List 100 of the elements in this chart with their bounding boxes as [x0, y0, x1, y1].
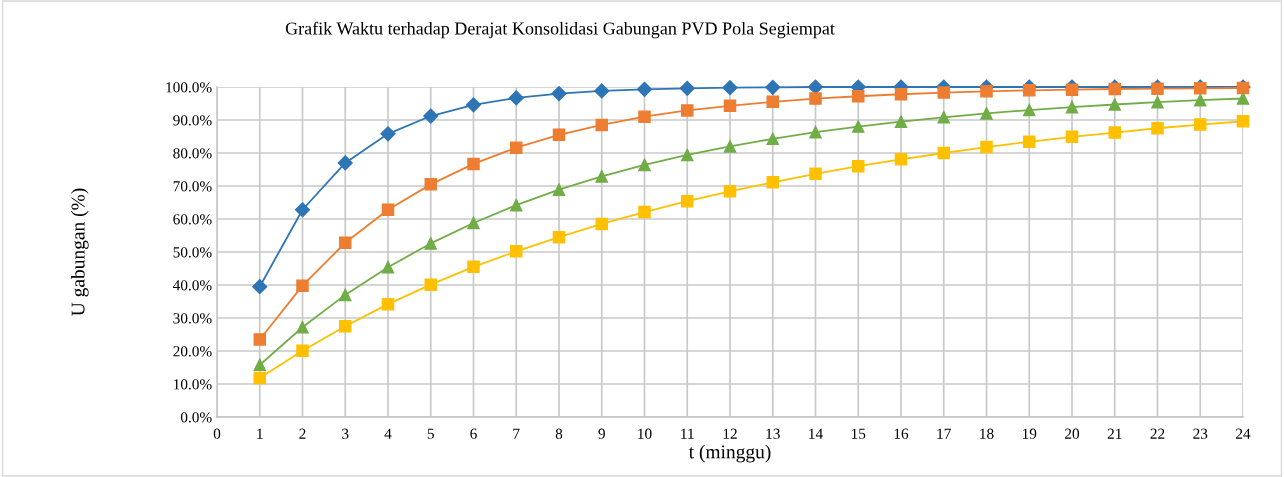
point — [851, 120, 865, 133]
point — [680, 104, 694, 117]
point — [1236, 115, 1250, 128]
x-tick-label: 14 — [809, 428, 823, 439]
y-tick-label: 100.0% — [166, 82, 212, 93]
point — [765, 79, 781, 95]
x-axis-title: t (minggu) — [688, 444, 771, 463]
y-tick-label: 50.0% — [173, 247, 212, 258]
point — [509, 141, 523, 154]
point — [595, 118, 609, 132]
point — [381, 297, 395, 311]
x-tick-label: 22 — [1150, 428, 1165, 439]
point — [638, 110, 651, 123]
point — [509, 245, 523, 258]
y-tick-label: 80.0% — [173, 148, 212, 159]
x-tick-label: 12 — [723, 428, 737, 439]
point — [723, 99, 737, 113]
point — [766, 95, 780, 109]
point — [594, 83, 610, 99]
point — [680, 148, 694, 162]
point — [467, 157, 480, 171]
point — [252, 279, 268, 295]
x-tick-label: 11 — [681, 428, 694, 439]
point — [552, 230, 566, 244]
chart-title: Grafik Waktu terhadap Derajat Konsolidasi Gabungan PVD Pola Segiempat — [285, 21, 835, 39]
point — [636, 81, 653, 97]
x-tick-label: 21 — [1107, 428, 1122, 439]
x-tick-label: 8 — [555, 428, 563, 439]
point — [894, 153, 908, 166]
x-tick-label: 4 — [384, 428, 392, 439]
x-tick-label: 13 — [766, 428, 780, 439]
point — [253, 333, 267, 346]
point — [638, 205, 651, 219]
point — [807, 79, 824, 95]
point — [723, 185, 737, 198]
y-tick-label: 90.0% — [173, 115, 212, 126]
point — [1151, 121, 1164, 135]
point — [296, 344, 309, 357]
x-tick-label: 0 — [213, 428, 221, 439]
point — [509, 198, 523, 212]
y-tick-label: 20.0% — [173, 346, 212, 357]
point — [595, 217, 609, 231]
point — [1151, 95, 1164, 109]
x-tick-label: 19 — [1022, 428, 1037, 439]
point — [337, 155, 353, 171]
point — [809, 167, 822, 181]
point — [552, 183, 566, 196]
point — [1193, 93, 1207, 107]
point — [294, 202, 311, 218]
point — [296, 320, 309, 334]
point — [851, 89, 865, 103]
point — [980, 85, 993, 98]
x-tick-label: 6 — [470, 428, 477, 439]
y-tick-label: 0.0% — [180, 412, 212, 423]
point — [1022, 84, 1036, 97]
point — [552, 128, 566, 142]
y-tick-label: 60.0% — [173, 214, 212, 225]
x-tick-label: 23 — [1193, 428, 1208, 439]
point — [465, 97, 482, 113]
y-tick-label: 10.0% — [174, 379, 212, 390]
point — [296, 279, 309, 292]
x-tick-label: 5 — [427, 428, 434, 439]
point — [424, 237, 438, 250]
x-tick-label: 16 — [894, 428, 909, 439]
x-tick-label: 18 — [980, 428, 994, 439]
point — [1065, 130, 1079, 144]
point — [381, 260, 395, 274]
point — [253, 371, 267, 385]
point — [766, 132, 780, 146]
x-tick-label: 2 — [299, 428, 306, 439]
point — [638, 158, 651, 172]
point — [338, 288, 352, 302]
x-tick-label: 3 — [342, 428, 349, 439]
point — [894, 115, 908, 128]
point — [980, 107, 993, 120]
point — [894, 88, 908, 101]
point — [1108, 98, 1122, 111]
x-tick-label: 10 — [638, 428, 652, 439]
point — [338, 236, 352, 250]
x-tick-label: 7 — [513, 428, 520, 439]
point — [380, 126, 396, 142]
point — [766, 176, 780, 189]
point — [937, 86, 951, 99]
point — [1065, 83, 1079, 96]
point — [980, 140, 993, 154]
point — [381, 203, 395, 217]
x-tick-label: 15 — [851, 428, 866, 439]
y-tick-label: 70.0% — [173, 181, 212, 192]
y-tick-label: 30.0% — [173, 313, 212, 324]
point — [338, 319, 352, 333]
point — [253, 358, 267, 372]
point — [423, 108, 439, 124]
point — [551, 86, 567, 102]
point — [723, 140, 737, 153]
point — [722, 80, 738, 96]
point — [937, 146, 951, 160]
point — [809, 125, 822, 139]
point — [1108, 126, 1122, 139]
point — [1022, 135, 1036, 149]
point — [467, 260, 480, 274]
